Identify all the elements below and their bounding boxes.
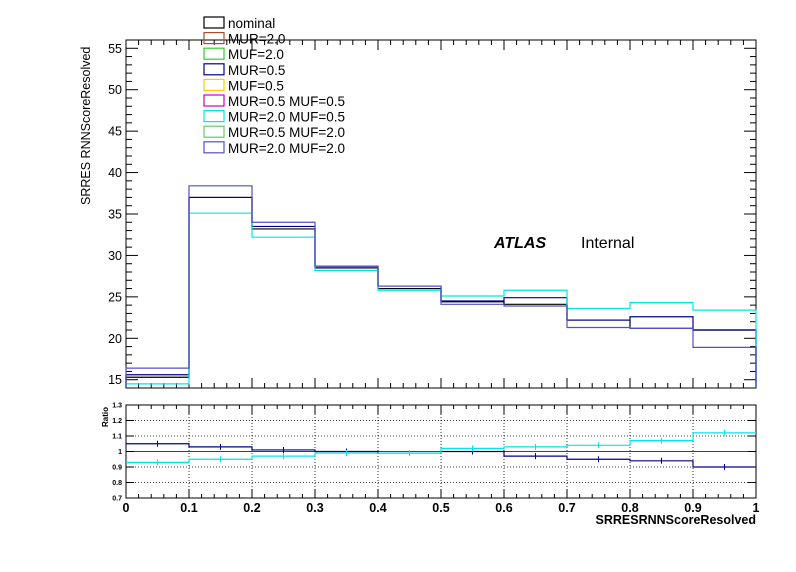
legend-swatch xyxy=(203,125,225,138)
main-y-tick-label: 35 xyxy=(108,208,122,222)
x-tick-label: 0.3 xyxy=(306,501,323,515)
ratio-panel: 0.70.80.911.11.21.3 0 0.1 0.2 0.3 0.4 0.5 0.6 0… xyxy=(101,403,760,528)
ratio-x-axis-ticks: 0 0.1 0.2 0.3 0.4 0.5 0.6 0.7 0.8 0.9 1 xyxy=(123,405,760,515)
main-plot-frame xyxy=(125,39,757,389)
x-tick-label: 0.4 xyxy=(369,501,386,515)
main-x-axis-ticks xyxy=(125,40,757,388)
legend-label: MUR=2.0 MUF=2.0 xyxy=(228,141,345,156)
main-y-axis-ticks: 15 20 25 30 35 40 45 50 55 xyxy=(108,39,756,389)
legend-entry: MUF=0.5 xyxy=(203,78,284,93)
ratio-y-axis-label: Ratio xyxy=(101,407,110,427)
main-y-tick-label: 50 xyxy=(108,83,122,97)
x-tick-label: 0.9 xyxy=(684,501,701,515)
ratio-y-tick-label: 0.7 xyxy=(112,496,122,503)
ratio-grid xyxy=(126,405,756,498)
legend-swatch xyxy=(203,109,225,123)
legend-label: MUR=0.5 MUF=2.0 xyxy=(228,125,345,140)
ratio-y-tick-label: 0.8 xyxy=(112,480,122,487)
main-y-tick-label: 25 xyxy=(108,290,122,304)
legend-swatch xyxy=(203,78,225,92)
main-y-tick-label: 30 xyxy=(108,249,122,263)
ratio-step-line xyxy=(126,432,756,463)
legend-entry: MUR=0.5 MUF=2.0 xyxy=(203,125,345,140)
x-tick-label: 0.8 xyxy=(621,501,638,515)
legend-swatch xyxy=(203,47,225,60)
legend-entry: MUR=2.0 MUF=0.5 xyxy=(203,109,345,125)
main-panel: 15 20 25 30 35 40 45 50 55 SRRES RNNScoreResolve… xyxy=(79,16,757,389)
main-y-tick-label: 45 xyxy=(108,125,122,139)
ratio-y-tick-label: 1.3 xyxy=(112,403,122,410)
legend-entry: MUR=2.0 xyxy=(203,31,285,47)
legend-label: MUR=2.0 xyxy=(228,32,285,47)
legend-entry: nominal xyxy=(203,16,275,31)
ratio-y-tick-label: 1.2 xyxy=(112,418,122,425)
legend-entry: MUR=0.5 MUF=0.5 xyxy=(203,94,345,109)
x-tick-label: 0.1 xyxy=(180,501,197,515)
legend-label: nominal xyxy=(228,16,275,31)
legend-entry: MUR=0.5 xyxy=(203,63,285,78)
main-series-mur-2-0-muf-2-0 xyxy=(125,185,757,388)
internal-label: Internal xyxy=(581,235,634,252)
atlas-label: ATLAS xyxy=(493,235,546,252)
ratio-series-group xyxy=(126,429,756,470)
ratio-y-axis-ticks: 0.7 0.8 0.9 1 1.1 1.2 1.3 xyxy=(112,403,756,503)
main-y-tick-label: 20 xyxy=(108,332,122,346)
x-tick-label: 0.2 xyxy=(243,501,260,515)
x-tick-label: 0 xyxy=(123,501,130,515)
ratio-y-tick-label: 1 xyxy=(118,449,122,456)
main-y-tick-label: 40 xyxy=(108,166,122,180)
legend: nominalMUR=2.0MUF=2.0MUR=0.5MUF=0.5MUR=0… xyxy=(203,16,345,156)
x-tick-label: 0.5 xyxy=(432,501,449,515)
legend-entry: MUF=2.0 xyxy=(203,47,284,62)
ratio-series-mur-2-0-muf-0-5 xyxy=(126,429,756,466)
atlas-annotation: ATLAS Internal xyxy=(493,235,634,252)
legend-swatch xyxy=(203,16,225,29)
ratio-y-tick-label: 1.1 xyxy=(112,434,122,441)
legend-label: MUF=2.0 xyxy=(228,47,284,62)
x-tick-label: 0.6 xyxy=(495,501,512,515)
ratio-y-tick-label: 0.9 xyxy=(112,465,122,472)
x-tick-label: 1 xyxy=(753,501,760,515)
main-y-axis-label: SRRES RNNScoreResolved xyxy=(79,47,93,205)
main-series-group xyxy=(125,185,757,388)
legend-label: MUF=0.5 xyxy=(228,78,284,93)
legend-label: MUR=0.5 MUF=0.5 xyxy=(228,94,345,109)
legend-label: MUR=0.5 xyxy=(228,63,285,78)
legend-swatch xyxy=(203,141,225,154)
main-y-tick-label: 55 xyxy=(108,42,122,56)
x-axis-label: SRRESRNNScoreResolved xyxy=(596,513,756,527)
main-y-tick-label: 15 xyxy=(108,373,122,387)
legend-swatch xyxy=(203,94,225,107)
legend-swatch xyxy=(203,31,225,45)
x-tick-label: 0.7 xyxy=(558,501,575,515)
legend-swatch xyxy=(203,63,225,76)
legend-label: MUR=2.0 MUF=0.5 xyxy=(228,110,345,125)
legend-entry: MUR=2.0 MUF=2.0 xyxy=(203,141,345,156)
